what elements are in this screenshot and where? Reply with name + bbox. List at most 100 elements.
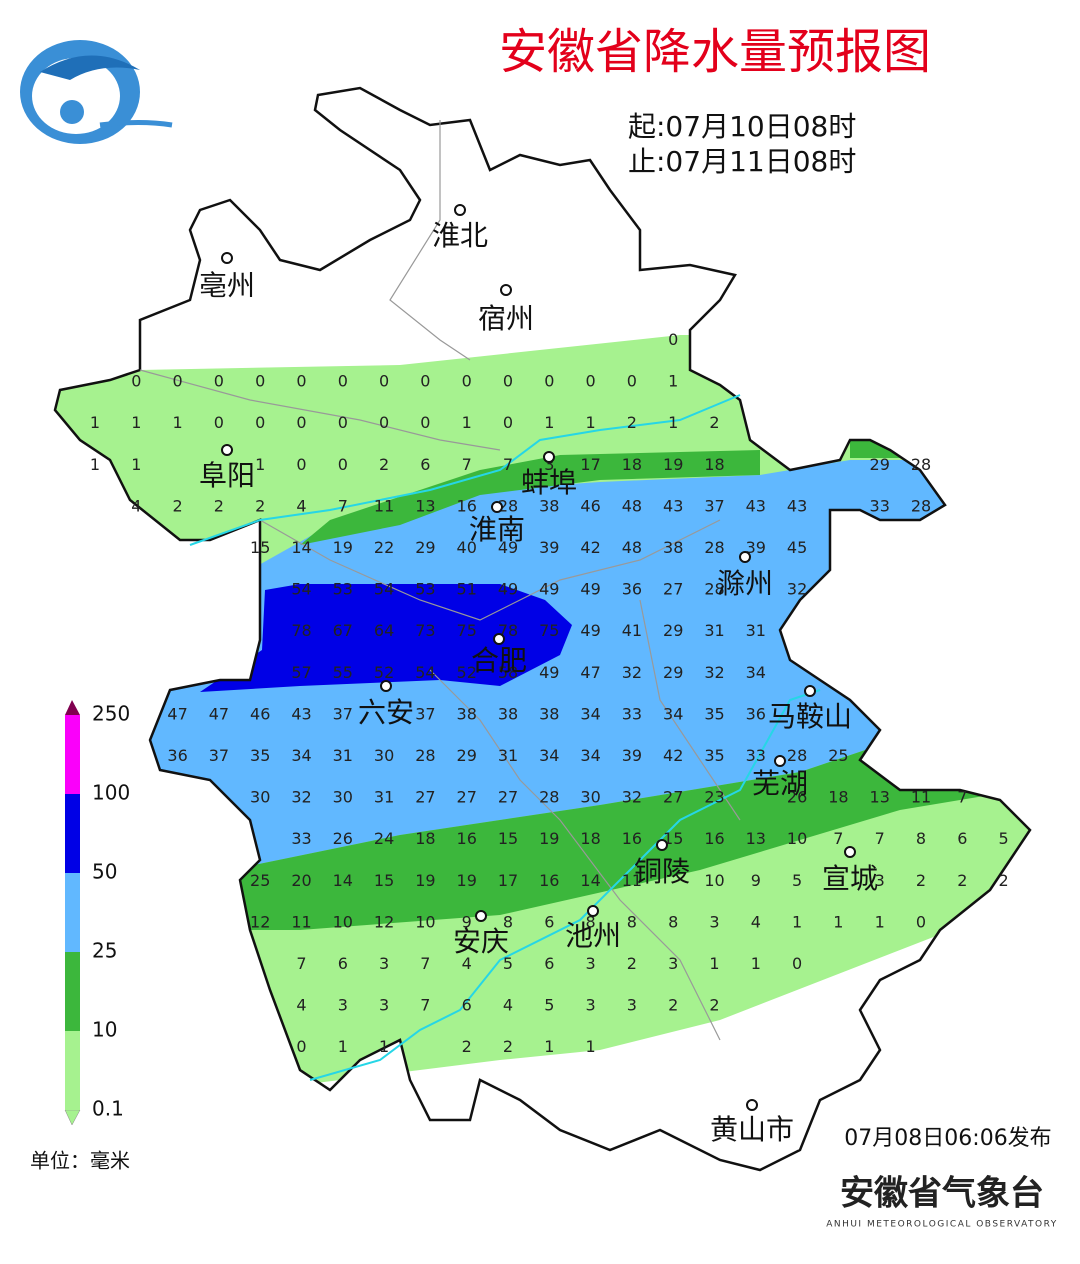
grid-value: 19 bbox=[457, 871, 477, 890]
grid-value: 4 bbox=[751, 912, 761, 931]
grid-value: 0 bbox=[420, 413, 430, 432]
grid-value: 0 bbox=[214, 413, 224, 432]
grid-value: 1 bbox=[90, 455, 100, 474]
grid-value: 0 bbox=[503, 413, 513, 432]
grid-value: 52 bbox=[374, 663, 394, 682]
grid-value: 0 bbox=[173, 372, 183, 391]
grid-value: 0 bbox=[255, 413, 265, 432]
grid-value: 8 bbox=[916, 829, 926, 848]
grid-value: 0 bbox=[338, 413, 348, 432]
grid-value: 46 bbox=[250, 704, 270, 723]
grid-value: 1 bbox=[751, 954, 761, 973]
grid-value: 6 bbox=[420, 455, 430, 474]
grid-values: 00 0 0 0 0 0 0 0 0 0 0 0 0 11 1 1 0 0 0 0 0 0 1 0 1 1 2 1 21 1 1 0 0 2 6 7 7… bbox=[90, 330, 1009, 1056]
grid-value: 1 bbox=[173, 413, 183, 432]
grid-value: 0 bbox=[379, 413, 389, 432]
grid-value: 3 bbox=[338, 996, 348, 1015]
end-time: 止:07月11日08时 bbox=[628, 145, 856, 178]
city-label: 蚌埠 bbox=[521, 466, 577, 499]
grid-value: 4 bbox=[131, 496, 141, 515]
grid-value: 0 bbox=[255, 372, 265, 391]
grid-value: 3 bbox=[586, 954, 596, 973]
grid-value: 1 bbox=[338, 1037, 348, 1056]
grid-value: 14 bbox=[291, 538, 311, 557]
grid-value: 6 bbox=[544, 954, 554, 973]
city-label: 马鞍山 bbox=[768, 700, 852, 733]
legend-swatch bbox=[65, 1031, 80, 1110]
grid-value: 1 bbox=[544, 413, 554, 432]
grid-value: 35 bbox=[704, 746, 724, 765]
grid-value: 1 bbox=[792, 912, 802, 931]
legend-tip-bottom bbox=[64, 1109, 81, 1126]
precip-area bbox=[55, 720, 1030, 930]
city-label: 宿州 bbox=[478, 302, 534, 335]
grid-value: 14 bbox=[333, 871, 353, 890]
grid-value: 33 bbox=[291, 829, 311, 848]
grid-value: 3 bbox=[379, 954, 389, 973]
org-en: ANHUI METEOROLOGICAL OBSERVATORY bbox=[826, 1220, 1058, 1230]
grid-value: 49 bbox=[539, 663, 559, 682]
grid-value: 15 bbox=[498, 829, 518, 848]
grid-value: 35 bbox=[704, 704, 724, 723]
legend-swatch bbox=[65, 952, 80, 1031]
grid-value: 29 bbox=[415, 538, 435, 557]
grid-value: 1 bbox=[833, 912, 843, 931]
grid-value: 19 bbox=[663, 455, 683, 474]
city-label: 池州 bbox=[565, 919, 621, 952]
grid-value: 34 bbox=[539, 746, 559, 765]
grid-value: 53 bbox=[415, 580, 435, 599]
grid-value: 51 bbox=[457, 580, 477, 599]
grid-value: 12 bbox=[250, 912, 270, 931]
grid-value: 7 bbox=[338, 496, 348, 515]
city-label: 六安 bbox=[358, 696, 414, 729]
grid-value: 57 bbox=[291, 663, 311, 682]
grid-value: 26 bbox=[333, 829, 353, 848]
grid-value: 49 bbox=[580, 621, 600, 640]
grid-value: 37 bbox=[415, 704, 435, 723]
city-dot bbox=[656, 839, 668, 851]
grid-value: 0 bbox=[296, 1037, 306, 1056]
city-dot bbox=[844, 846, 856, 858]
grid-value: 2 bbox=[709, 413, 719, 432]
grid-value: 43 bbox=[291, 704, 311, 723]
grid-value: 55 bbox=[333, 663, 353, 682]
grid-value: 2 bbox=[709, 996, 719, 1015]
grid-value: 0 bbox=[296, 455, 306, 474]
grid-value: 35 bbox=[250, 746, 270, 765]
grid-value: 38 bbox=[539, 704, 559, 723]
grid-value: 7 bbox=[420, 996, 430, 1015]
grid-value: 43 bbox=[787, 496, 807, 515]
grid-value: 28 bbox=[704, 580, 724, 599]
grid-value: 30 bbox=[580, 788, 600, 807]
grid-value: 1 bbox=[586, 413, 596, 432]
grid-value: 3 bbox=[586, 996, 596, 1015]
grid-value: 0 bbox=[420, 372, 430, 391]
grid-value: 0 bbox=[792, 954, 802, 973]
legend-swatch bbox=[65, 873, 80, 952]
grid-value: 27 bbox=[663, 788, 683, 807]
grid-value: 28 bbox=[498, 496, 518, 515]
city-dot bbox=[491, 501, 503, 513]
grid-value: 2 bbox=[957, 871, 967, 890]
city-dot bbox=[587, 905, 599, 917]
grid-value: 10 bbox=[415, 912, 435, 931]
grid-value: 58 bbox=[498, 663, 518, 682]
grid-value: 40 bbox=[457, 538, 477, 557]
city-dot bbox=[493, 633, 505, 645]
grid-value: 29 bbox=[663, 621, 683, 640]
grid-value: 31 bbox=[333, 746, 353, 765]
city-dot bbox=[543, 451, 555, 463]
rivers bbox=[189, 394, 821, 1081]
precip-area bbox=[300, 450, 760, 545]
grid-value: 3 bbox=[875, 871, 885, 890]
grid-value: 3 bbox=[709, 912, 719, 931]
grid-value: 47 bbox=[580, 663, 600, 682]
city-label: 铜陵 bbox=[634, 855, 690, 888]
city-label: 淮北 bbox=[432, 219, 488, 252]
grid-value: 37 bbox=[333, 704, 353, 723]
grid-value: 16 bbox=[622, 829, 642, 848]
grid-value: 52 bbox=[457, 663, 477, 682]
grid-value: 16 bbox=[457, 829, 477, 848]
grid-value: 2 bbox=[255, 496, 265, 515]
city-dot bbox=[746, 1099, 758, 1111]
